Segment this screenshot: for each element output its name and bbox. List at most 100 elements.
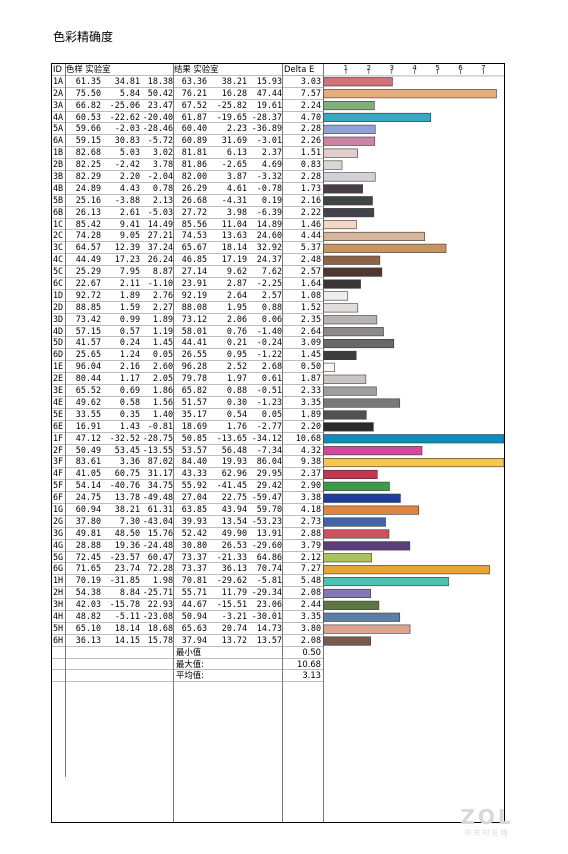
table-row: 2F 50.49 53.45 -13.55 53.57 56.48 -7.34 4.32 (52, 445, 323, 457)
target-l: 25.29 (75, 266, 101, 277)
result-a: 22.75 (221, 492, 247, 503)
target-a: 4.43 (119, 182, 140, 193)
target-a: 1.43 (119, 420, 140, 431)
result-a: 62.96 (221, 468, 247, 479)
x-tick-label: 5 (435, 64, 439, 72)
target-a: 2.11 (119, 278, 140, 289)
target-l: 92.72 (75, 289, 101, 300)
target-b: 1.40 (152, 408, 173, 419)
row-id: 6B (53, 206, 64, 217)
target-a: -22.62 (109, 111, 140, 122)
target-a: 0.57 (119, 325, 140, 336)
target-a: 8.84 (119, 587, 140, 598)
row-id: 3D (53, 313, 64, 324)
target-b: 1.89 (152, 313, 173, 324)
summary-label: 平均值: (176, 670, 204, 681)
result-a: 0.54 (226, 408, 247, 419)
result-a: 19.93 (221, 456, 247, 467)
delta-e-bar (323, 612, 401, 622)
target-a: 5.84 (119, 87, 140, 98)
result-b: -3.01 (256, 135, 282, 146)
table-row: 2E 80.44 1.17 2.05 79.78 1.97 0.61 1.87 (52, 373, 323, 386)
result-b: 15.93 (256, 75, 282, 86)
target-b: -0.81 (147, 420, 173, 431)
result-b: -59.47 (251, 492, 282, 503)
target-l: 80.44 (75, 373, 101, 384)
data-table: ID 色样 实验室 结果 实验室 Delta E 1A 61.35 34.81 18.… (52, 64, 323, 683)
delta-e-value: 2.90 (300, 480, 321, 491)
target-a: 14.15 (114, 634, 140, 645)
delta-e-value: 2.26 (300, 135, 321, 146)
row-id: 4G (53, 539, 64, 550)
result-a: 2.64 (226, 289, 247, 300)
result-l: 79.78 (181, 373, 207, 384)
delta-e-bar (323, 350, 357, 361)
row-id: 2F (53, 444, 64, 455)
result-b: 59.70 (256, 503, 282, 514)
watermark-subtitle: 中关村在线 (464, 829, 510, 837)
target-b: 23.47 (147, 99, 173, 110)
result-b: -7.34 (256, 444, 282, 455)
target-b: 0.05 (152, 349, 173, 360)
result-a: -25.82 (216, 99, 247, 110)
delta-e-bar (323, 553, 372, 563)
target-b: 0.78 (152, 182, 173, 193)
result-b: -6.39 (256, 206, 282, 217)
target-l: 25.16 (75, 194, 101, 205)
table-row: 1D 92.72 1.89 2.76 92.19 2.64 2.57 1.08 (52, 290, 323, 302)
delta-e-value: 3.80 (300, 622, 321, 633)
result-b: 2.37 (261, 147, 282, 158)
target-a: -23.57 (109, 551, 140, 562)
target-a: 7.95 (119, 266, 140, 277)
result-l: 65.63 (181, 622, 207, 633)
target-b: 18.68 (147, 622, 173, 633)
target-l: 88.85 (75, 301, 101, 312)
delta-e-value: 2.33 (300, 385, 321, 396)
target-l: 96.04 (75, 361, 101, 372)
result-a: 2.06 (226, 313, 247, 324)
delta-e-bar (323, 457, 504, 468)
result-a: 9.62 (226, 266, 247, 277)
result-l: 55.71 (181, 587, 207, 598)
result-b: -1.40 (256, 325, 282, 336)
delta-e-value: 2.12 (300, 551, 321, 562)
delta-e-bar (323, 517, 386, 527)
delta-e-bar (323, 255, 381, 265)
delta-e-value: 1.87 (300, 373, 321, 384)
target-a: 53.45 (114, 444, 140, 455)
delta-e-bar (323, 398, 401, 408)
result-b: 29.95 (256, 468, 282, 479)
result-l: 50.85 (181, 432, 207, 443)
result-a: -4.31 (221, 194, 247, 205)
row-id: 4B (53, 182, 64, 193)
result-b: -29.34 (251, 587, 282, 598)
result-b: -2.25 (256, 278, 282, 289)
delta-e-value: 2.24 (300, 99, 321, 110)
delta-e-value: 7.27 (300, 563, 321, 574)
result-b: -0.78 (256, 182, 282, 193)
row-id: 5F (53, 480, 64, 491)
result-b: 64.86 (256, 551, 282, 562)
result-l: 63.36 (181, 75, 207, 86)
table-row: 6F 24.75 13.78 -49.48 27.04 22.75 -59.47 3.38 (52, 492, 323, 504)
target-b: 1.19 (152, 325, 173, 336)
target-a: 60.75 (114, 468, 140, 479)
result-a: 0.76 (226, 325, 247, 336)
target-l: 64.57 (75, 242, 101, 253)
target-a: 7.30 (119, 515, 140, 526)
watermark-logo: ZOL (460, 805, 514, 829)
table-row: 2A 75.50 5.84 50.42 76.21 16.28 47.44 7.57 (52, 88, 323, 100)
result-l: 82.00 (181, 171, 207, 182)
target-l: 25.65 (75, 349, 101, 360)
target-a: -3.88 (114, 194, 140, 205)
summary-label: 最小值 (176, 646, 202, 657)
target-l: 36.13 (75, 634, 101, 645)
table-row: 2B 82.25 -2.42 3.78 81.86 -2.65 4.69 0.83 (52, 159, 323, 172)
target-l: 70.19 (75, 575, 101, 586)
result-a: 13.54 (221, 515, 247, 526)
table-row: 5G 72.45 -23.57 60.47 73.37 -21.33 64.86 2.12 (52, 552, 323, 564)
delta-e-value: 2.88 (300, 527, 321, 538)
row-id: 1G (53, 503, 64, 514)
target-l: 82.25 (75, 159, 101, 170)
delta-e-bar (323, 279, 361, 289)
